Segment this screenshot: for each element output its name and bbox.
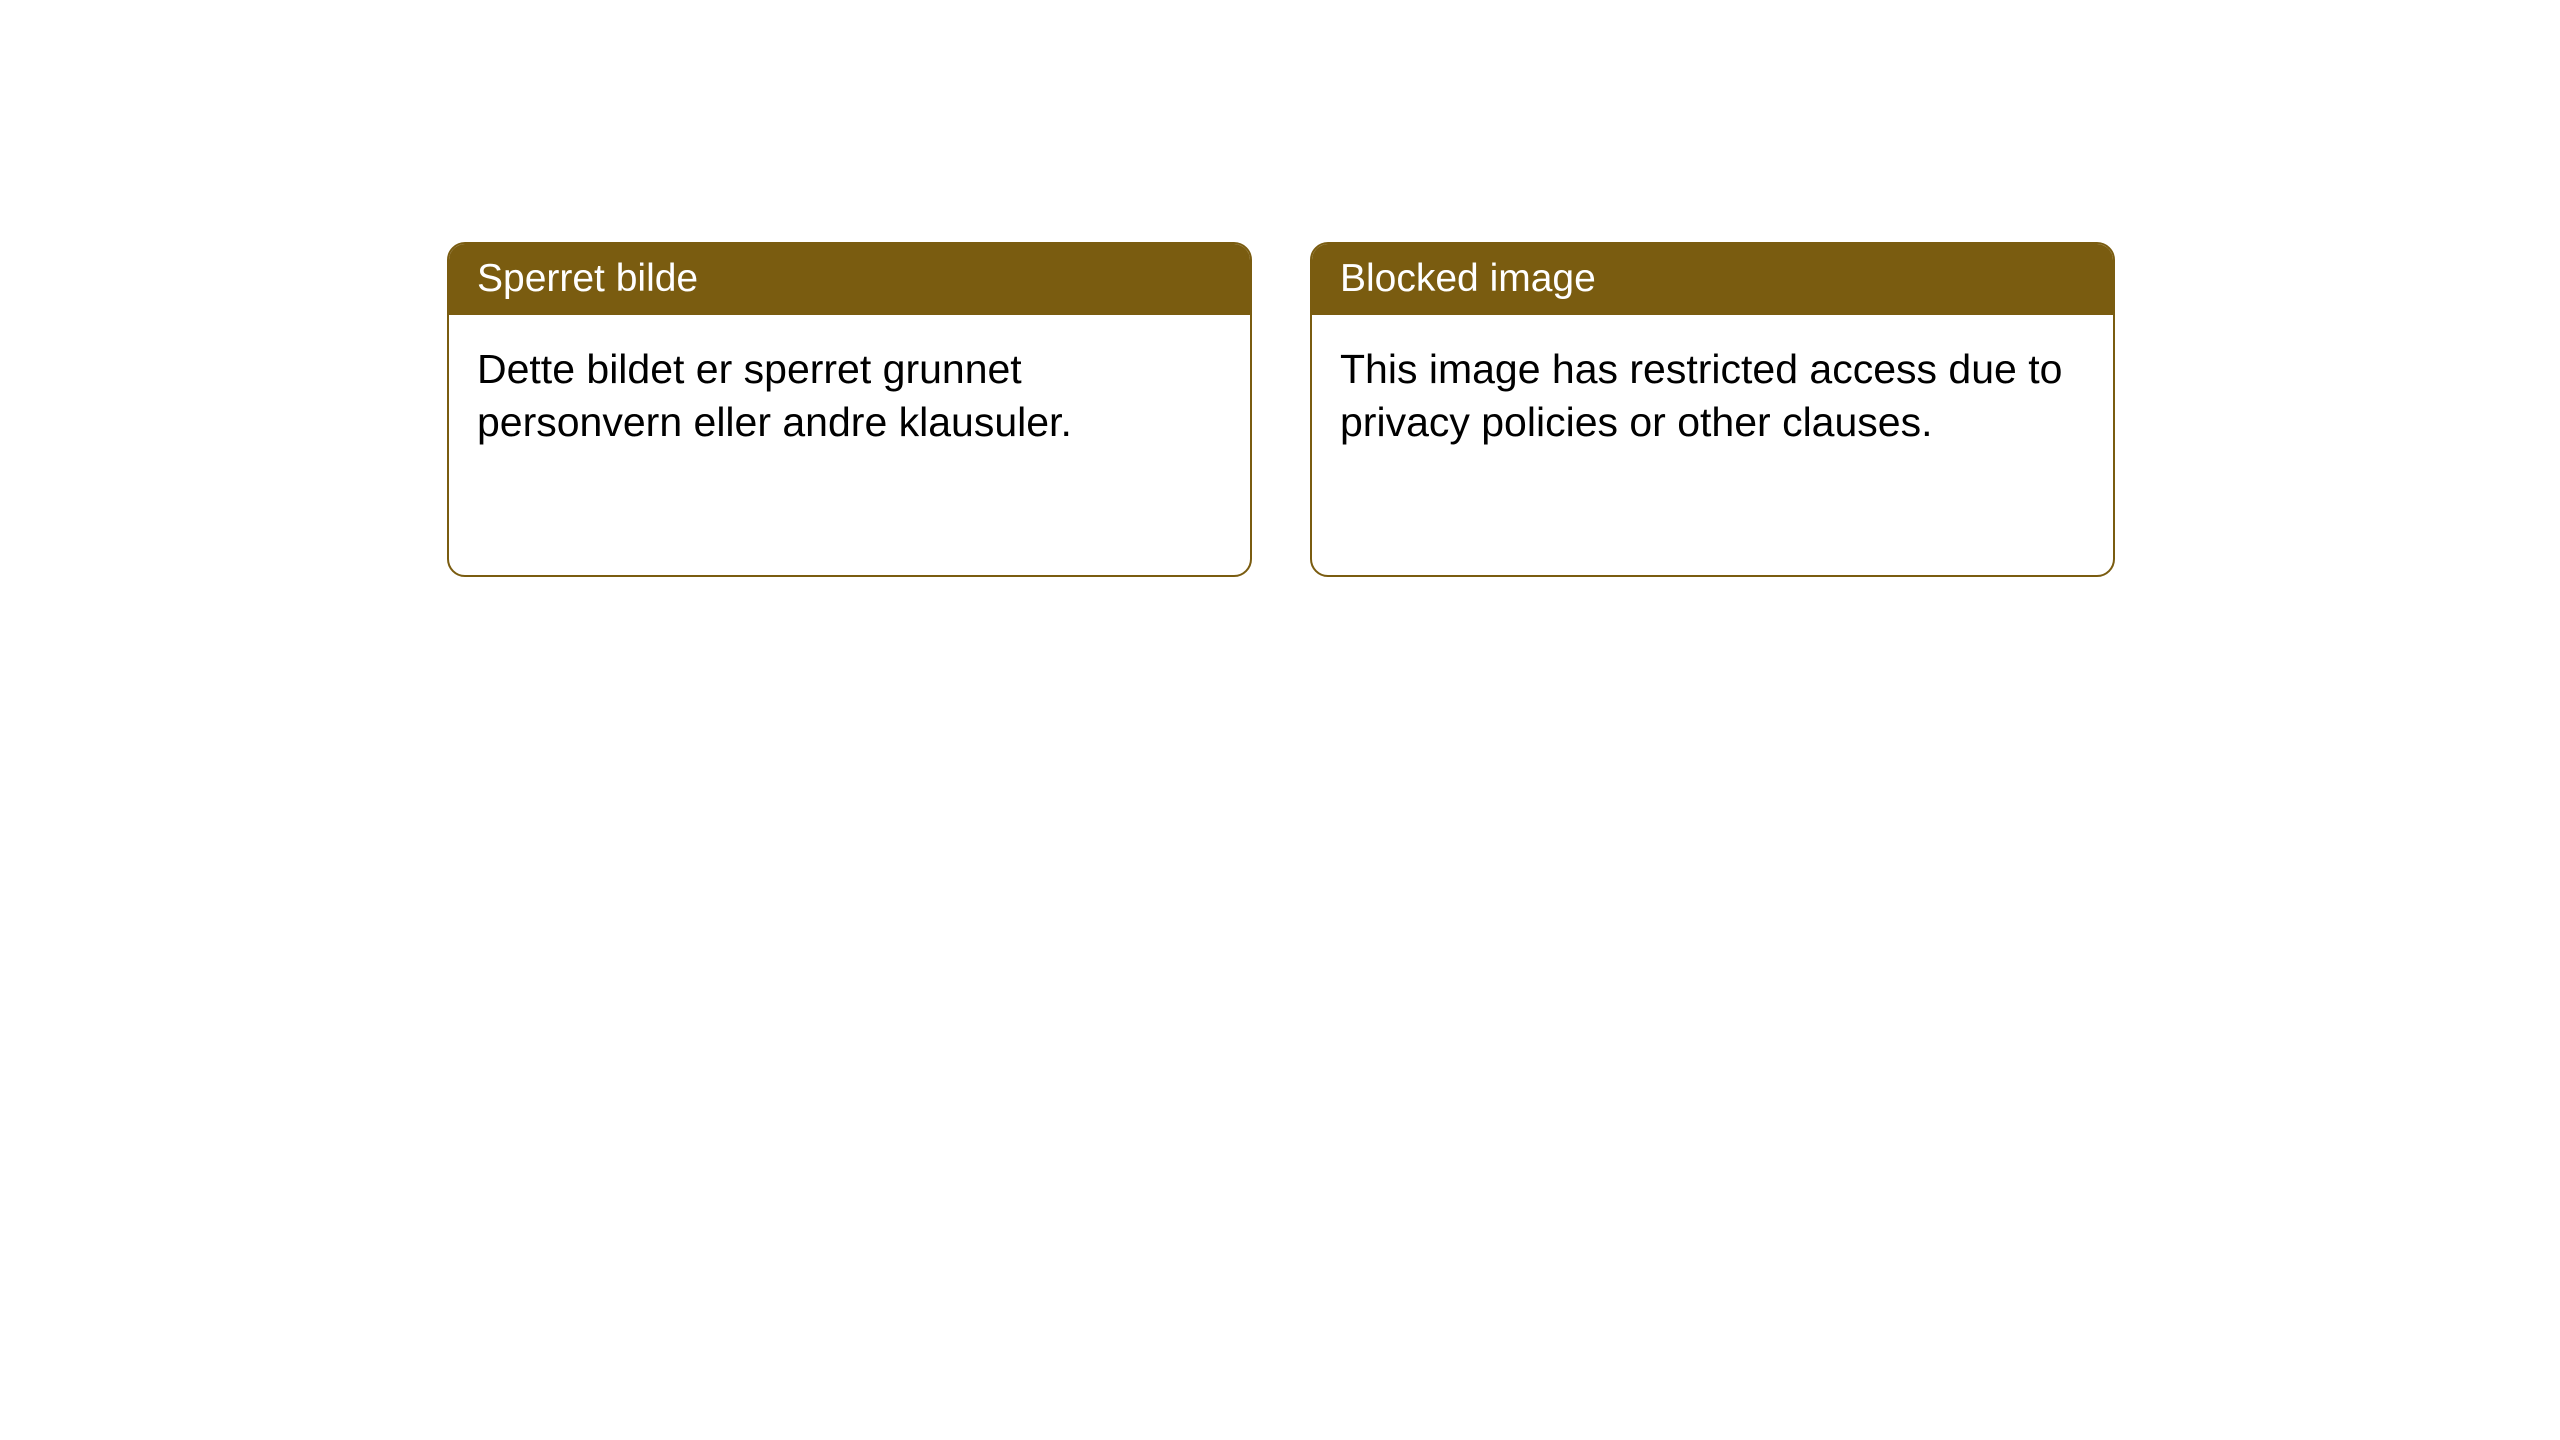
notice-card-norwegian: Sperret bilde Dette bildet er sperret gr… xyxy=(447,242,1252,577)
notice-card-english: Blocked image This image has restricted … xyxy=(1310,242,2115,577)
notice-header-english: Blocked image xyxy=(1312,244,2113,315)
notice-body-english: This image has restricted access due to … xyxy=(1312,315,2113,478)
notice-body-norwegian: Dette bildet er sperret grunnet personve… xyxy=(449,315,1250,478)
notice-container: Sperret bilde Dette bildet er sperret gr… xyxy=(447,242,2115,577)
notice-header-norwegian: Sperret bilde xyxy=(449,244,1250,315)
